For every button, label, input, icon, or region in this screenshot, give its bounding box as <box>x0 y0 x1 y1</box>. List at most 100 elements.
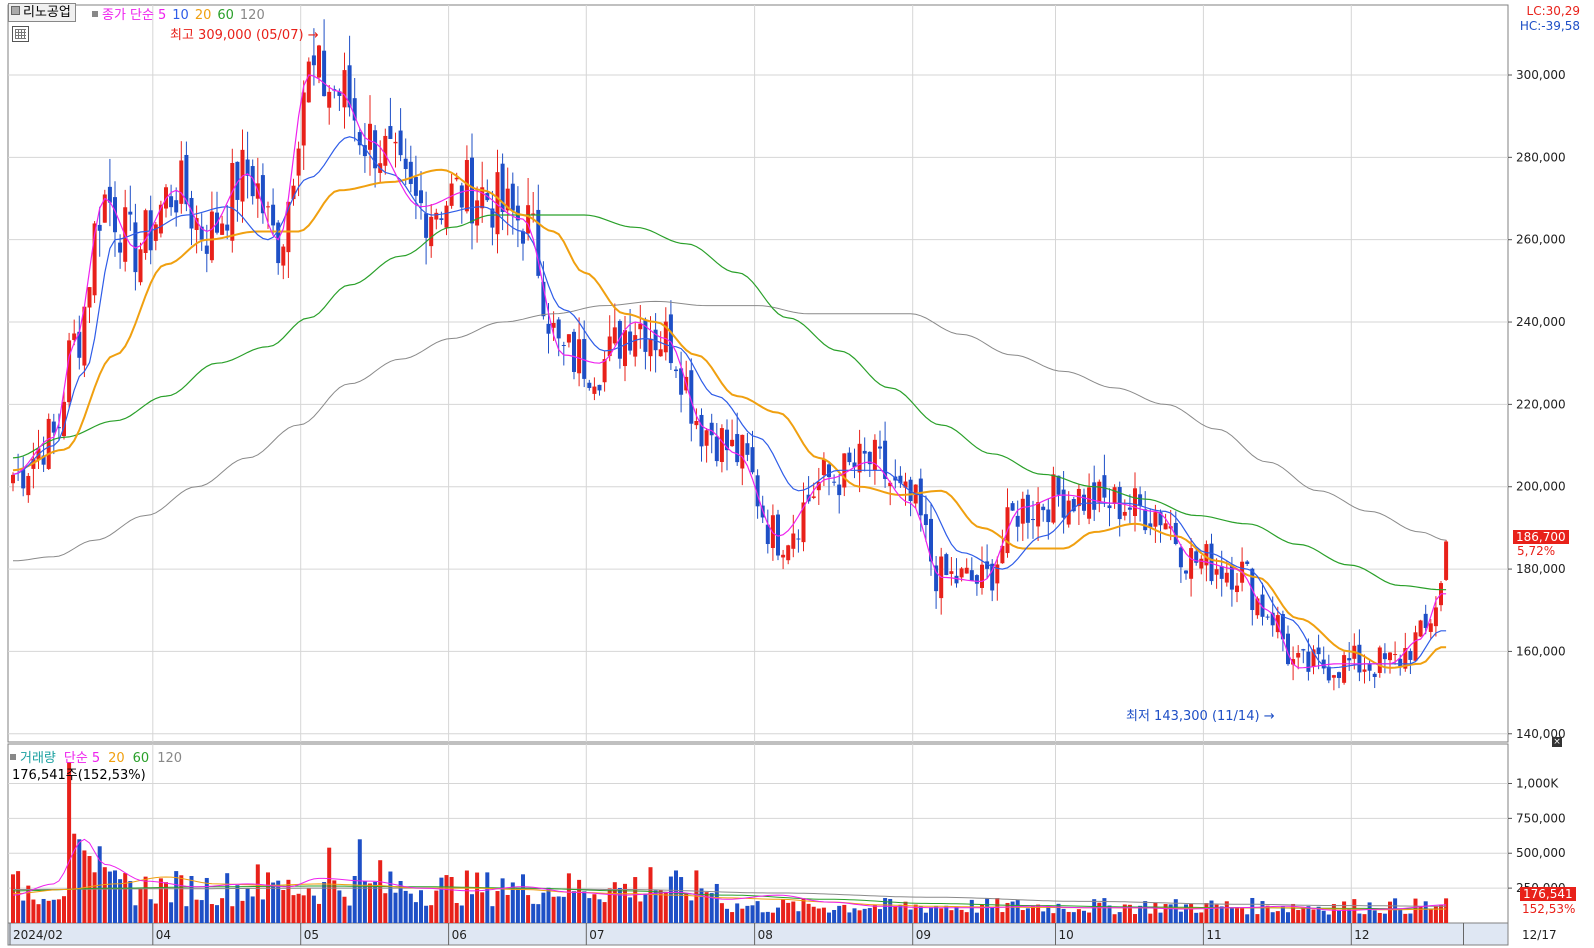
close-panel-icon[interactable]: × <box>1552 737 1562 747</box>
x-tick-label: 10 <box>1059 928 1074 942</box>
volume-bar <box>980 904 984 923</box>
volume-bar <box>123 873 128 923</box>
volume-bar <box>852 908 857 923</box>
candle-body <box>281 246 286 266</box>
candle-body <box>1189 548 1194 579</box>
candle-body <box>1393 654 1398 656</box>
candle-body <box>725 429 729 451</box>
volume-bar <box>1362 914 1367 923</box>
candle-body <box>1403 648 1408 669</box>
candle-body <box>1015 515 1020 527</box>
price-ma-label: 종가 단순 <box>102 8 154 23</box>
volume-bar <box>495 891 500 923</box>
candle-body <box>1194 551 1199 563</box>
volume-bar <box>1087 912 1092 923</box>
price-change-pct: 5,72% <box>1517 544 1556 558</box>
candle-body <box>735 434 740 463</box>
candle-body <box>179 160 184 204</box>
candle-body <box>1382 653 1387 660</box>
candle-body <box>92 223 97 296</box>
volume-bar <box>1326 914 1331 923</box>
volume-bar <box>250 896 255 923</box>
candle-body <box>1173 522 1178 545</box>
volume-bar <box>862 908 867 923</box>
candle-body <box>1398 658 1403 667</box>
candle-body <box>1286 633 1290 665</box>
volume-bar <box>128 881 133 923</box>
candle-body <box>633 335 638 357</box>
volume-bar <box>1367 902 1372 923</box>
candle-body <box>1153 512 1158 527</box>
volume-bar <box>388 871 393 923</box>
volume-bar <box>1413 898 1418 923</box>
volume-bar <box>1316 906 1321 923</box>
price-tick-label: 220,000 <box>1516 397 1566 411</box>
stock-name: 리노공업 <box>23 5 71 20</box>
volume-bar <box>1255 914 1260 923</box>
candle-body <box>1306 651 1311 672</box>
candle-body <box>296 148 301 176</box>
candle-body <box>556 319 561 339</box>
ma10-line <box>12 136 1447 669</box>
volume-bar <box>398 881 403 923</box>
candle-body <box>459 185 464 208</box>
volume-bar <box>745 905 750 923</box>
volume-bar <box>1015 900 1020 923</box>
volume-bar <box>944 905 949 923</box>
volume-bar <box>1275 911 1280 923</box>
candle-body <box>82 306 87 366</box>
volume-bar <box>291 895 296 923</box>
volume-bar <box>51 899 56 923</box>
candle-body <box>923 514 928 526</box>
volume-bar <box>1102 898 1107 923</box>
volume-bar <box>653 890 658 923</box>
candle-body <box>1362 669 1367 672</box>
candle-body <box>1163 523 1168 530</box>
candle-body <box>954 575 959 584</box>
volume-bar <box>1025 908 1030 923</box>
volume-bar <box>464 870 469 923</box>
volume-bar <box>480 892 485 923</box>
candle-body <box>638 323 643 330</box>
volume-bar <box>505 894 510 923</box>
x-tick-label: 12/17 <box>1522 928 1557 942</box>
volume-bar <box>658 889 663 923</box>
candle-body <box>1280 614 1285 640</box>
volume-bar <box>1388 901 1392 923</box>
volume-bar <box>419 890 423 923</box>
volume-bar <box>148 899 153 923</box>
stock-name-box[interactable]: 리노공업 <box>8 3 76 22</box>
candle-body <box>770 515 775 548</box>
volume-bar <box>888 898 893 923</box>
volume-bar <box>1224 901 1229 923</box>
low-annotation-text: 최저 143,300 (11/14) <box>1126 709 1260 724</box>
volume-bar <box>1020 910 1025 923</box>
candle-body <box>464 160 469 212</box>
volume-bar <box>225 873 230 923</box>
volume-bar <box>551 896 556 923</box>
volume-bar <box>322 882 327 923</box>
candle-body <box>1321 659 1326 669</box>
volume-bar <box>459 905 464 923</box>
candle-body <box>617 320 622 359</box>
volume-bar <box>668 876 673 923</box>
volume-bar <box>832 909 837 923</box>
candle-body <box>1214 569 1219 575</box>
table-grid-icon[interactable] <box>12 26 29 42</box>
volume-bar <box>515 887 520 923</box>
x-tick-label: 2024/02 <box>13 928 63 942</box>
ma-period-20: 20 <box>194 8 212 23</box>
volume-bar <box>67 762 72 923</box>
high-annotation: 최고 309,000 (05/07) → <box>170 24 319 43</box>
candle-body <box>291 185 296 200</box>
candle-body <box>383 135 388 166</box>
vma5-line <box>12 838 1447 911</box>
volume-bar <box>898 904 903 923</box>
candle-body <box>311 55 316 66</box>
candle-body <box>21 469 26 489</box>
candle-body <box>862 450 867 454</box>
candle-body <box>1418 620 1423 637</box>
volume-bar <box>1076 909 1081 923</box>
candle-body <box>1071 499 1076 512</box>
